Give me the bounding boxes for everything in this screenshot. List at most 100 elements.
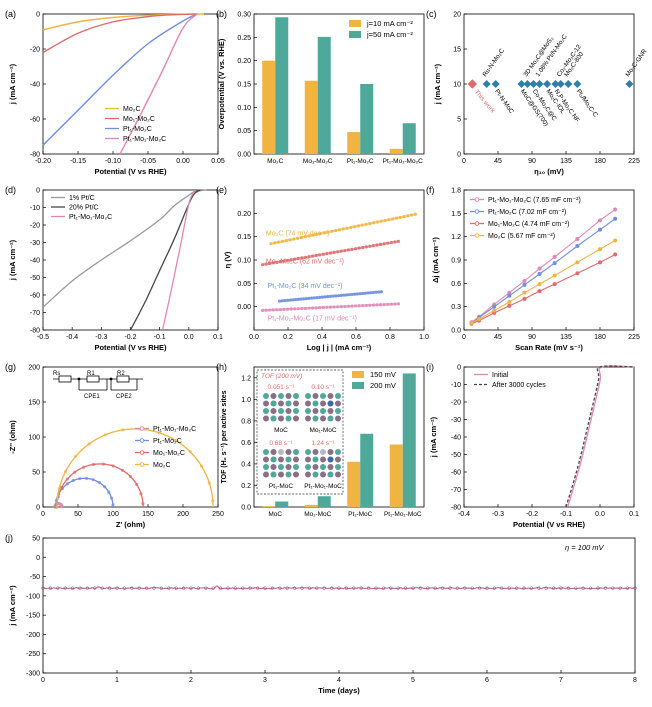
x-tick-label: -0.2 xyxy=(526,511,538,518)
data-point xyxy=(448,586,452,590)
data-point xyxy=(241,586,245,590)
legend-entry: Pt₁-Mo₁-Mo₂C (7.65 mF cm⁻²) xyxy=(488,197,581,204)
y-tick-label: -10 xyxy=(451,382,461,389)
legend-entry: 200 mV xyxy=(370,381,396,390)
data-point xyxy=(157,431,161,435)
data-point xyxy=(199,464,204,468)
data-point xyxy=(115,586,119,590)
y-tick-label: 0.2 xyxy=(241,483,251,490)
y-axis-label: j (mA cm⁻²) xyxy=(8,585,17,627)
data-point xyxy=(55,505,59,509)
y-tick-label: 0.6 xyxy=(241,440,251,447)
data-point xyxy=(65,477,69,481)
y-tick-label: 0 xyxy=(36,188,40,195)
data-point xyxy=(575,260,580,265)
y-axis-label: Δj (mA cm⁻²) xyxy=(431,237,440,283)
y-tick-label: 0.15 xyxy=(237,82,251,89)
legend-entry: Pt₁-Mo₁-Mo₂C xyxy=(153,426,196,433)
y-tick-label: -40 xyxy=(30,82,40,89)
y-tick-label: 0.10 xyxy=(237,258,251,265)
legend-entry: Mo₁-Mo₂C xyxy=(123,116,155,123)
reference-marker xyxy=(625,80,634,88)
reference-label: Mo₂C-GNR xyxy=(624,48,648,78)
y-tick-label: -10 xyxy=(30,205,40,212)
atom xyxy=(327,456,334,463)
x-tick-label: 45 xyxy=(494,158,502,165)
x-tick-label: -0.5 xyxy=(37,334,49,341)
x-tick-label: 5 xyxy=(411,677,415,684)
legend-entry: Mo₂C (5.67 mF cm⁻²) xyxy=(488,233,555,240)
x-category-label: Mo₂C xyxy=(267,158,284,165)
y-tick-label: 1.5 xyxy=(451,211,461,218)
data-point xyxy=(91,478,95,482)
atom xyxy=(335,449,341,455)
atom xyxy=(263,464,269,470)
data-point xyxy=(107,586,112,590)
atom xyxy=(305,449,311,455)
reference-marker xyxy=(529,80,538,88)
legend-swatch xyxy=(349,20,361,27)
series-label: Mo₁-Mo₂C (62 mV dec⁻¹) xyxy=(266,259,344,266)
legend-marker xyxy=(474,221,480,226)
legend-marker xyxy=(474,209,480,214)
plot-frame xyxy=(463,366,635,508)
atom xyxy=(293,408,299,414)
stability-trace xyxy=(42,585,636,590)
tof-value: 1.24 s⁻¹ xyxy=(311,440,335,447)
data-point xyxy=(78,586,82,590)
panel-label: (e) xyxy=(216,185,227,195)
data-point xyxy=(56,586,60,590)
data-point xyxy=(529,586,534,590)
y-tick-label: 1.0 xyxy=(241,397,251,404)
plot-frame xyxy=(42,366,219,508)
x-tick-label: 1.0 xyxy=(419,334,429,341)
atom xyxy=(320,415,326,422)
atom xyxy=(278,400,284,407)
data-point xyxy=(469,321,474,325)
data-point xyxy=(477,317,482,322)
data-point xyxy=(218,586,223,590)
data-point xyxy=(196,586,201,590)
data-point xyxy=(111,464,115,468)
x-tick-label: -0.2 xyxy=(124,334,136,341)
y-tick-label: -80 xyxy=(30,328,40,335)
y-tick-label: -80 xyxy=(30,152,40,159)
panel-h: (h) 0.0 0.2 0.4 0.6 0.8 1.0 1.2 MoC Mo₁-MoC Pt₁-Mo… xyxy=(216,362,425,518)
y-tick-label: 1.2 xyxy=(241,375,251,382)
data-point xyxy=(552,261,557,266)
bar xyxy=(389,444,403,507)
data-point xyxy=(522,296,527,301)
y-tick-label: 0.00 xyxy=(237,304,251,311)
data-point xyxy=(522,282,527,287)
data-point xyxy=(121,428,125,432)
reference-marker xyxy=(535,80,544,88)
legend-entry: Mo₂C xyxy=(123,106,141,113)
bar xyxy=(402,373,416,507)
data-point xyxy=(633,586,637,590)
data-point xyxy=(91,462,95,467)
data-point xyxy=(63,469,68,474)
x-tick-label: 0.1 xyxy=(213,334,223,341)
x-tick-label: 250 xyxy=(212,511,224,518)
data-point xyxy=(48,586,53,590)
data-point xyxy=(598,227,602,232)
y-tick-label: 1.2 xyxy=(451,234,461,241)
data-point xyxy=(263,586,267,590)
data-point xyxy=(87,442,91,446)
fit-line xyxy=(262,302,399,312)
y-tick-label: -70 xyxy=(451,487,461,494)
series-line xyxy=(119,13,198,155)
data-point xyxy=(440,586,445,590)
data-point xyxy=(100,586,104,590)
x-axis-label: η₁₀ (mV) xyxy=(534,167,564,176)
data-point xyxy=(101,462,106,466)
legend-entry: j=10 mA cm⁻² xyxy=(366,19,413,28)
y-axis-label: j (mA cm⁻²) xyxy=(8,239,17,281)
data-point xyxy=(135,482,139,487)
data-point xyxy=(174,586,178,590)
atom xyxy=(263,393,269,399)
series-label: Pt₁-Mo₁-Mo₂C (17 mV dec⁻¹) xyxy=(268,316,357,323)
circuit-label: CPE2 xyxy=(116,394,132,400)
data-point xyxy=(381,586,386,590)
atom xyxy=(278,471,284,478)
